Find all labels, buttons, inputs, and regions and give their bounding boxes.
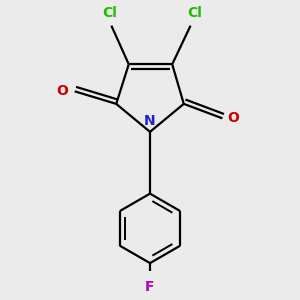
- Text: O: O: [227, 111, 239, 125]
- Text: F: F: [145, 280, 155, 295]
- Text: O: O: [56, 84, 68, 98]
- Text: Cl: Cl: [102, 6, 117, 20]
- Text: Cl: Cl: [187, 6, 202, 20]
- Text: N: N: [144, 114, 156, 128]
